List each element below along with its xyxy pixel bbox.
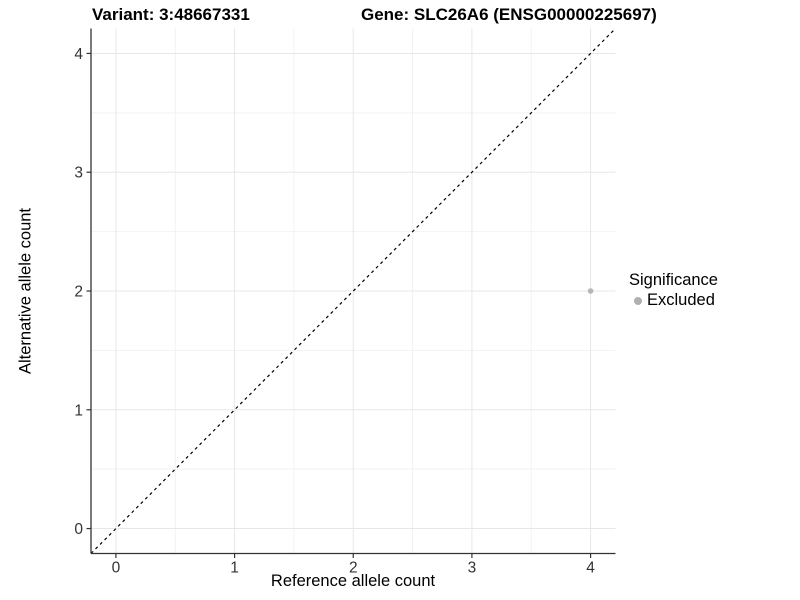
y-tick-label: 3 [74, 165, 83, 182]
x-tick-label: 4 [586, 560, 595, 577]
x-tick-label: 1 [230, 560, 239, 577]
y-axis-label: Alternative allele count [16, 207, 35, 375]
x-tick-label: 3 [468, 560, 477, 577]
x-axis-label: Reference allele count [270, 572, 436, 590]
legend: Significance Excluded [629, 271, 718, 310]
legend-key-dot-icon [634, 296, 642, 305]
legend-entry: Excluded [629, 291, 718, 310]
x-tick-label: 2 [349, 560, 358, 577]
legend-title: Significance [629, 271, 718, 289]
plot-title-gene: Gene: SLC26A6 (ENSG00000225697) [361, 5, 657, 24]
identity-dashed-line [90, 28, 616, 554]
plot-title-variant: Variant: 3:48667331 [92, 5, 250, 24]
y-tick-label: 1 [74, 402, 83, 419]
legend-entries: Excluded [629, 291, 718, 310]
y-tick-label: 0 [74, 521, 83, 538]
y-tick-label: 2 [74, 284, 83, 301]
legend-entry-label: Excluded [647, 291, 715, 309]
data-point [587, 288, 594, 294]
y-tick-label: 4 [74, 46, 83, 63]
x-tick-label: 0 [112, 560, 121, 577]
